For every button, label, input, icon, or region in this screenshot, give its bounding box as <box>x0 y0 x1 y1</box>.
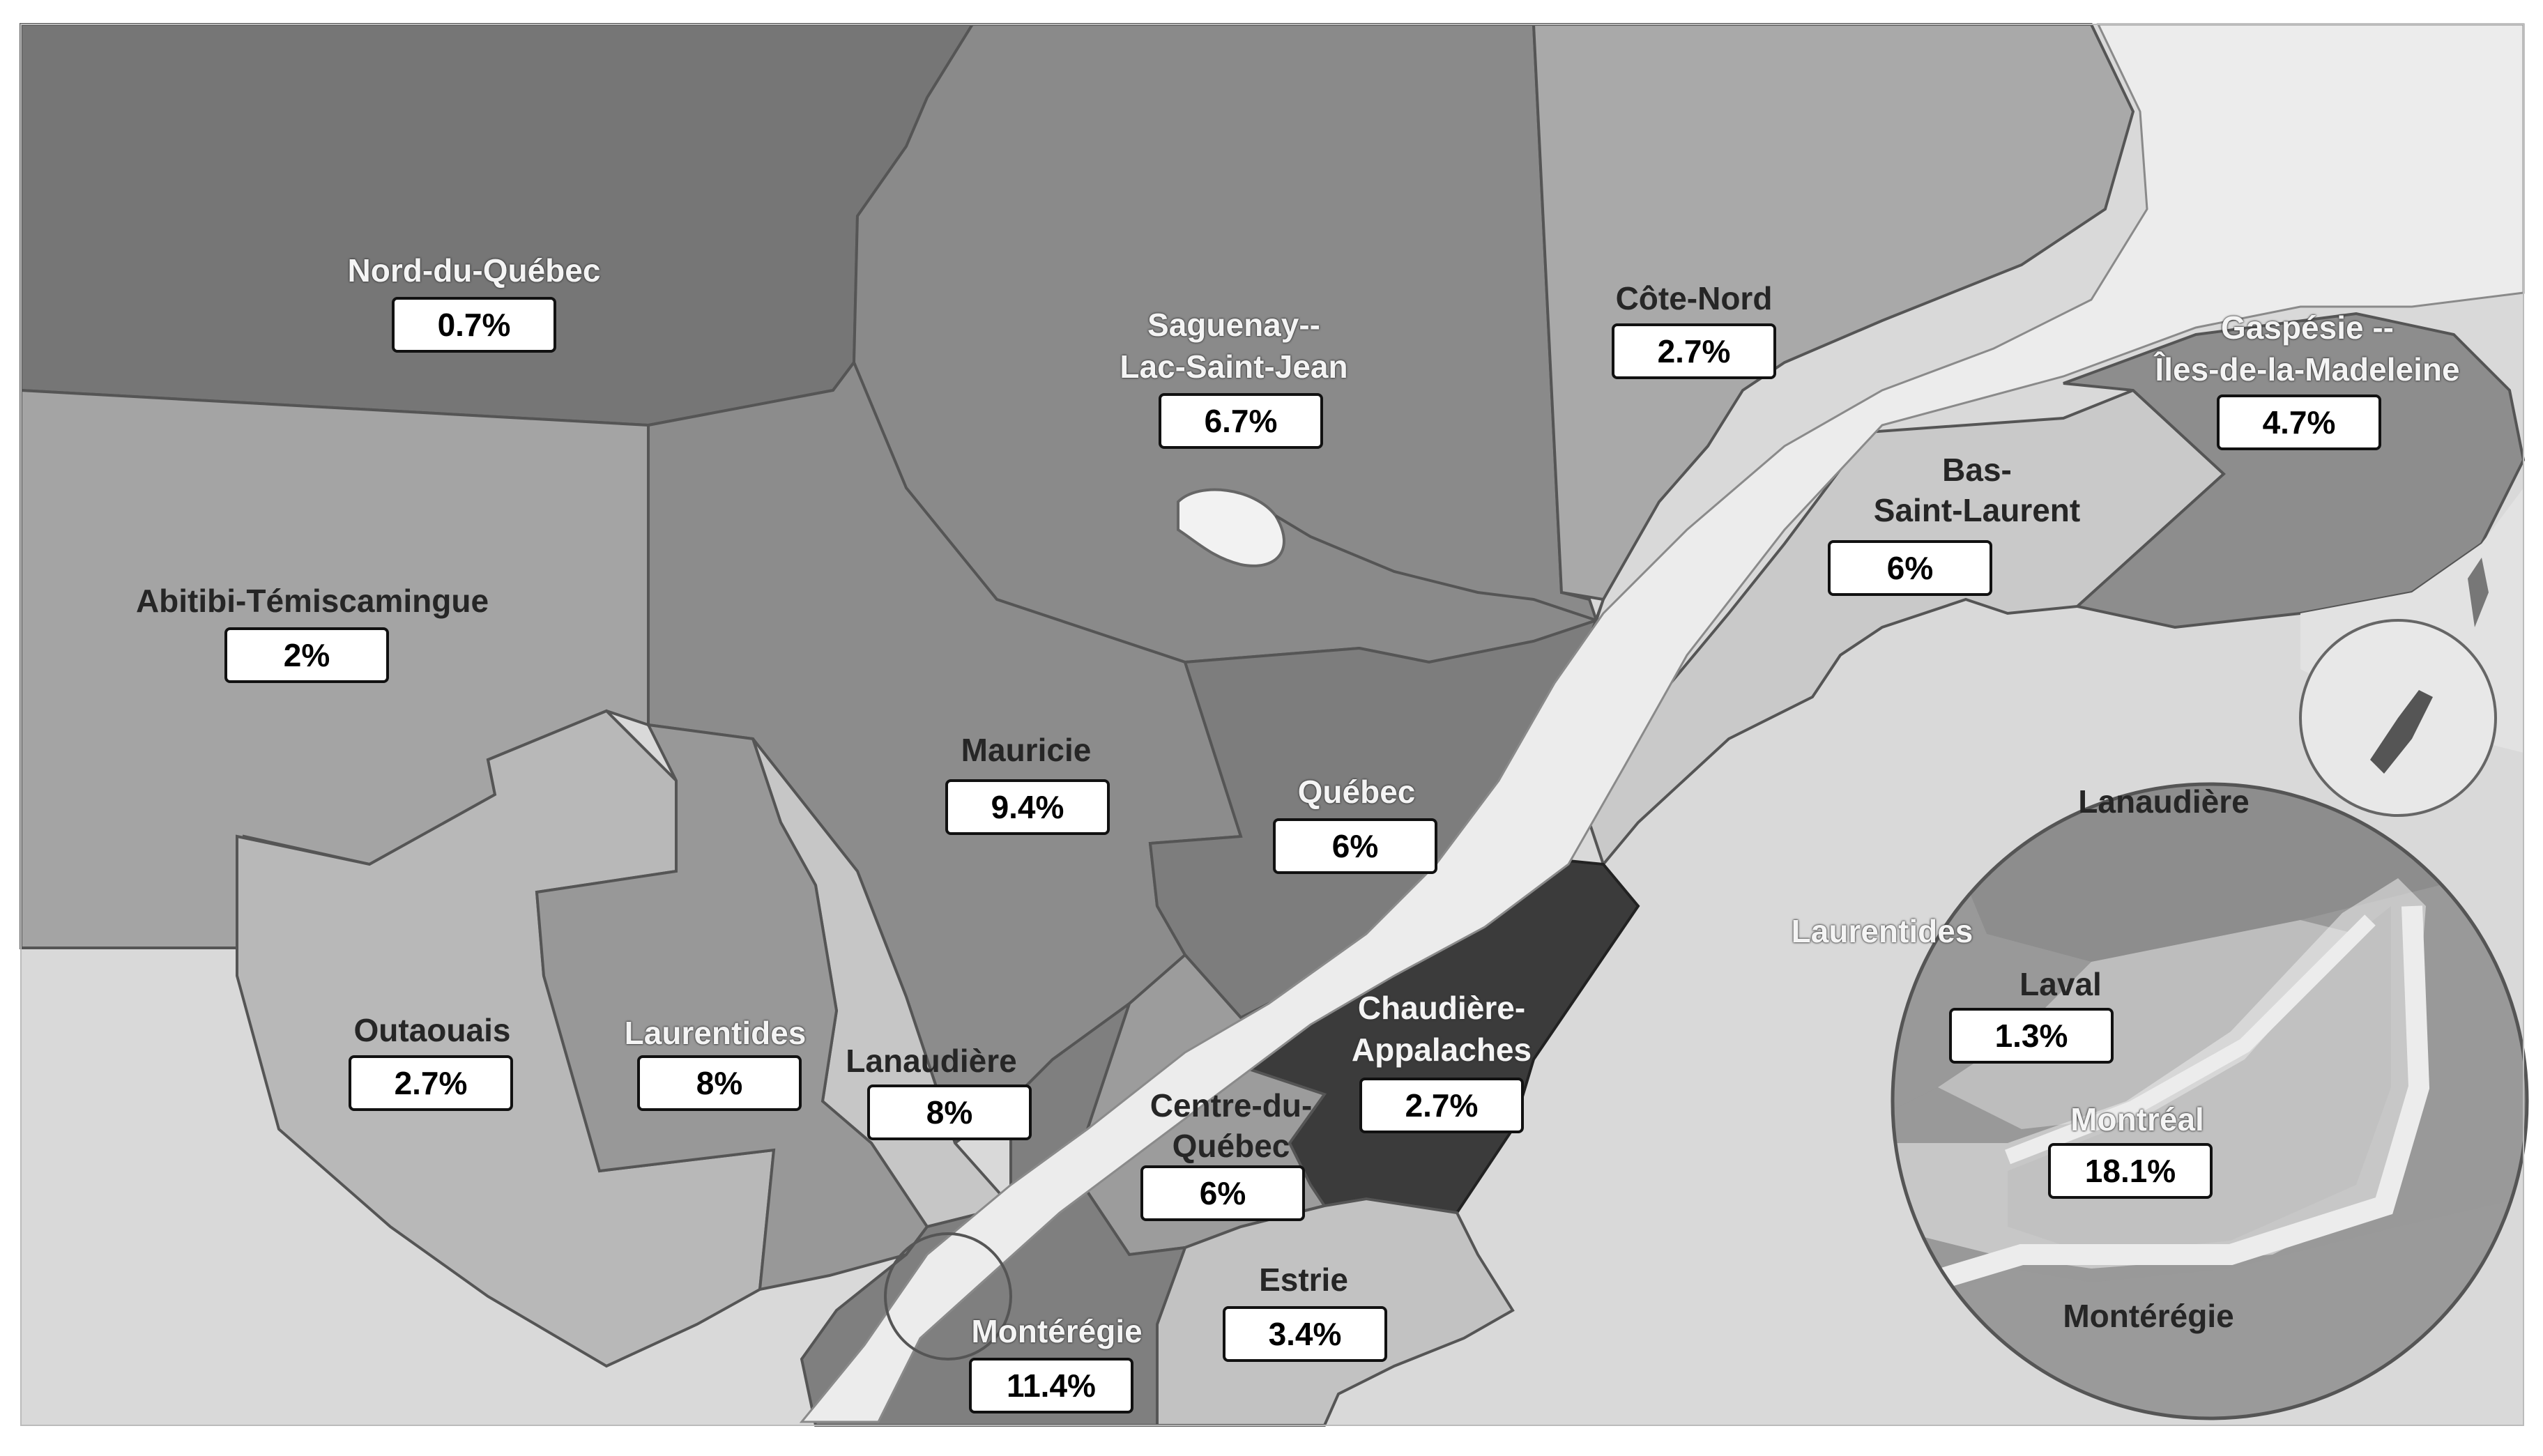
value-saguenay: 6.7% <box>1159 393 1323 449</box>
montreal-inset <box>1891 782 2529 1420</box>
label-monteregie: Montérégie <box>971 1313 1143 1349</box>
value-bas-saint-laurent: 6% <box>1828 540 1992 596</box>
inset-label-montreal: Montréal <box>2070 1101 2204 1137</box>
label-quebec: Québec <box>1297 774 1416 810</box>
label-cote-nord: Côte-Nord <box>1615 280 1773 316</box>
inset-laval <box>1938 920 2356 1129</box>
label-nord-du-quebec: Nord-du-Québec <box>347 252 601 289</box>
inset-label-lanaudiere: Lanaudière <box>2078 783 2250 820</box>
value-nord-du-quebec: 0.7% <box>392 297 556 353</box>
label-gaspesie-line2: Îles-de-la-Madeleine <box>2155 351 2460 388</box>
inset-value-montreal: 18.1% <box>2048 1143 2213 1199</box>
lake-saint-jean <box>1177 488 1285 567</box>
label-chaudiere-line2: Appalaches <box>1351 1032 1532 1068</box>
label-laurentides: Laurentides <box>624 1015 807 1051</box>
value-chaudiere: 2.7% <box>1359 1078 1524 1133</box>
value-abitibi: 2% <box>224 627 389 683</box>
label-bas-saint-laurent-line1: Bas- <box>1942 452 2012 488</box>
montreal-locator-circle <box>884 1232 1012 1361</box>
inset-label-laurentides: Laurentides <box>1791 913 1973 949</box>
inset-water <box>1893 878 2426 1269</box>
value-gaspesie: 4.7% <box>2217 394 2381 450</box>
label-outaouais: Outaouais <box>353 1012 511 1048</box>
label-lanaudiere: Lanaudière <box>846 1043 1017 1079</box>
label-saguenay-line1: Saguenay-- <box>1147 307 1320 343</box>
island-anticosti <box>2370 690 2433 774</box>
map-border <box>20 24 2524 1426</box>
value-quebec: 6% <box>1273 818 1437 874</box>
value-laurentides: 8% <box>637 1055 802 1111</box>
inset-value-laval: 1.3% <box>1949 1008 2114 1064</box>
inset-river-south <box>1893 905 2430 1307</box>
value-monteregie: 11.4% <box>969 1358 1133 1413</box>
value-estrie: 3.4% <box>1223 1306 1387 1362</box>
region-nord-du-quebec <box>20 23 975 427</box>
label-gaspesie-line1: Gaspésie -- <box>2221 309 2394 346</box>
inset-label-monteregie: Montérégie <box>2063 1298 2234 1334</box>
magdalen-islands <box>2468 558 2489 627</box>
value-mauricie: 9.4% <box>945 779 1110 835</box>
label-abitibi: Abitibi-Témiscamingue <box>135 583 489 619</box>
inset-label-laval: Laval <box>2019 966 2102 1002</box>
saguenay-river <box>1274 514 1597 622</box>
value-centre-du-quebec: 6% <box>1140 1165 1305 1221</box>
label-centre-du-quebec-line1: Centre-du- <box>1150 1087 1313 1124</box>
inset-river-channel <box>2005 914 2376 1165</box>
label-mauricie: Mauricie <box>961 732 1092 768</box>
label-saguenay-line2: Lac-Saint-Jean <box>1120 348 1348 385</box>
value-cote-nord: 2.7% <box>1612 323 1776 379</box>
label-chaudiere-line1: Chaudière- <box>1357 990 1526 1026</box>
value-lanaudiere: 8% <box>867 1085 1032 1140</box>
value-outaouais: 2.7% <box>349 1055 513 1111</box>
inset-border <box>1891 782 2529 1420</box>
label-centre-du-quebec-line2: Québec <box>1172 1128 1290 1164</box>
label-bas-saint-laurent-line2: Saint-Laurent <box>1873 492 2081 528</box>
label-estrie: Estrie <box>1259 1262 1348 1298</box>
region-laurentides <box>535 723 929 1292</box>
inset-lanaudiere <box>1893 784 2527 962</box>
